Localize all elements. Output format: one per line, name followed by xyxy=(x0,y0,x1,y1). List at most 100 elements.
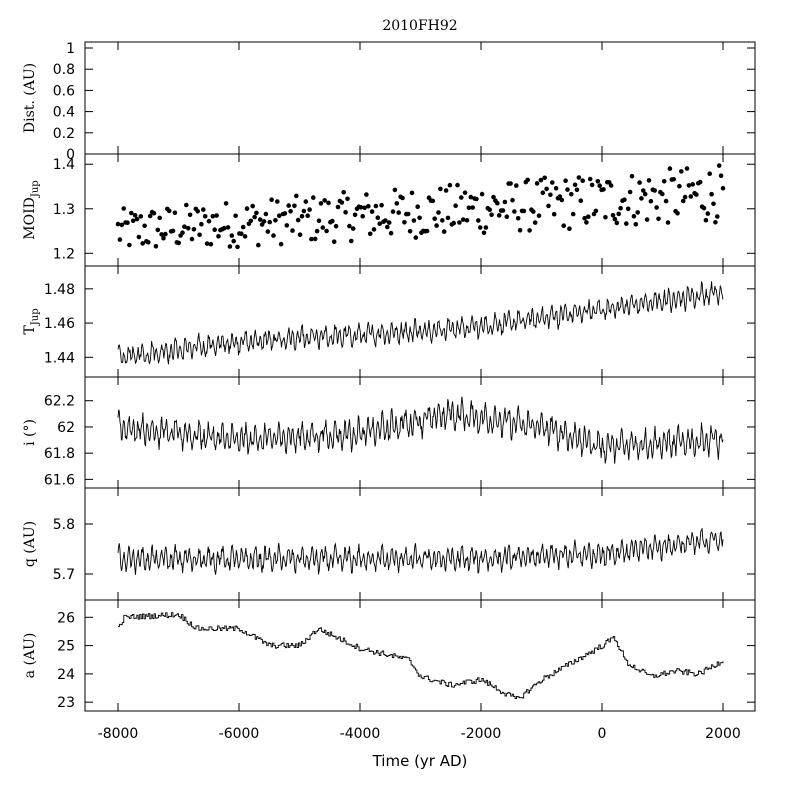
data-point xyxy=(284,223,290,228)
data-point xyxy=(622,197,627,202)
data-point xyxy=(136,234,142,240)
data-point xyxy=(350,226,356,231)
data-point xyxy=(593,208,599,214)
data-point xyxy=(166,208,172,214)
data-point xyxy=(197,232,202,238)
data-point xyxy=(386,220,392,225)
data-point xyxy=(371,227,377,232)
data-point xyxy=(474,196,479,202)
ytick-label-dist: 0.4 xyxy=(53,105,75,121)
data-point xyxy=(557,194,563,199)
data-point xyxy=(182,224,187,229)
data-point xyxy=(445,215,451,221)
series-line-incl xyxy=(117,396,724,464)
data-point xyxy=(286,203,292,208)
data-point xyxy=(586,214,591,219)
data-point xyxy=(464,218,470,223)
xtick-label: -4000 xyxy=(340,726,381,742)
data-point xyxy=(548,192,553,198)
data-point xyxy=(451,220,457,226)
data-point xyxy=(661,179,667,184)
data-point xyxy=(252,214,257,220)
data-point xyxy=(565,187,570,192)
data-point xyxy=(671,177,676,182)
ylabel-text-a: a (AU) xyxy=(22,633,38,679)
ytick-label-dist: 0.2 xyxy=(53,126,75,142)
data-point xyxy=(489,212,494,218)
data-point xyxy=(508,181,513,186)
data-point xyxy=(574,187,580,193)
data-point xyxy=(718,173,724,178)
data-point xyxy=(642,191,648,197)
data-point xyxy=(584,220,589,225)
data-point xyxy=(235,244,240,250)
data-point xyxy=(462,190,468,195)
data-point xyxy=(697,179,703,185)
panel-dist: 0 0.2 0.4 0.6 0.8 1 Dist. (AU) xyxy=(22,41,756,163)
data-point xyxy=(504,214,510,219)
data-point xyxy=(343,210,348,215)
data-point xyxy=(476,218,481,223)
series-line-q xyxy=(117,528,724,575)
data-point xyxy=(711,201,716,207)
data-point xyxy=(369,209,375,214)
ylabel-text-tjup: T xyxy=(22,325,38,335)
data-point xyxy=(294,193,299,199)
ylabel-sub-tjup: Jup xyxy=(30,308,41,326)
data-point xyxy=(413,235,419,240)
data-point xyxy=(242,234,248,239)
data-point xyxy=(295,217,301,223)
ytick-label-moid: 1.2 xyxy=(53,246,75,262)
data-point xyxy=(206,218,212,224)
data-point xyxy=(394,201,400,206)
data-point xyxy=(675,211,680,216)
data-point xyxy=(637,180,642,185)
data-point xyxy=(142,223,147,229)
ytick-label-a: 26 xyxy=(57,610,75,626)
data-point xyxy=(633,222,639,227)
ytick-label-tjup: 1.48 xyxy=(44,282,75,298)
xtick-label: -2000 xyxy=(461,726,502,742)
chart-title: 2010FH92 xyxy=(382,18,457,34)
data-point xyxy=(276,213,282,218)
data-point xyxy=(271,233,276,238)
data-point xyxy=(202,214,208,219)
data-point xyxy=(430,198,436,204)
data-point xyxy=(195,209,200,214)
data-point xyxy=(184,202,189,208)
data-point xyxy=(447,182,453,188)
data-point xyxy=(140,241,145,246)
data-point xyxy=(187,212,193,218)
ylabel-tjup: TJup xyxy=(22,308,41,334)
data-point xyxy=(715,214,720,219)
data-point xyxy=(580,178,585,183)
data-point xyxy=(240,224,246,230)
data-point xyxy=(625,206,631,212)
data-point xyxy=(570,211,576,217)
data-point xyxy=(379,202,384,208)
data-point xyxy=(684,166,690,171)
ylabel-dist: Dist. (AU) xyxy=(22,63,38,133)
data-point xyxy=(375,215,381,220)
data-point xyxy=(257,217,263,222)
data-point xyxy=(309,236,314,242)
data-point xyxy=(527,228,532,233)
data-point xyxy=(364,192,369,197)
data-point xyxy=(597,183,602,188)
x-axis-label: Time (yr AD) xyxy=(372,752,468,770)
data-point xyxy=(383,218,388,223)
data-point xyxy=(542,175,547,181)
data-point xyxy=(297,232,303,237)
data-point xyxy=(159,232,164,237)
ytick-label-a: 25 xyxy=(57,639,75,655)
data-point xyxy=(690,182,695,187)
data-point xyxy=(185,225,191,231)
data-point xyxy=(644,217,650,222)
data-point xyxy=(303,199,309,204)
data-point xyxy=(538,177,544,183)
data-point xyxy=(688,194,694,199)
data-point xyxy=(335,204,341,210)
ytick-label-dist: 1 xyxy=(66,41,75,57)
data-point xyxy=(624,221,629,226)
